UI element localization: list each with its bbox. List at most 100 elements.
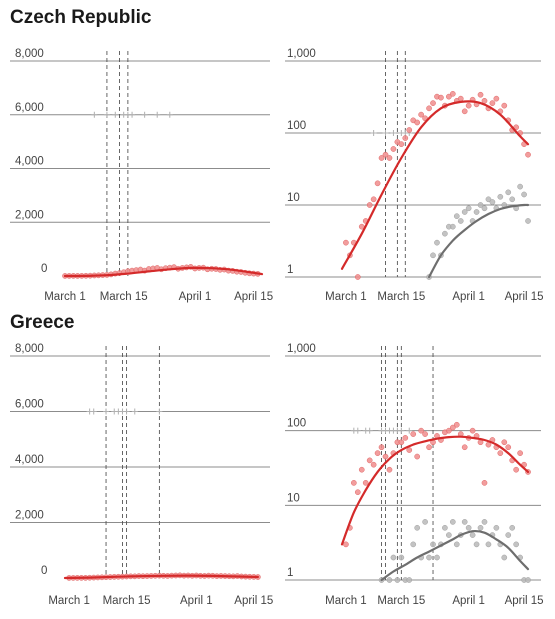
- death-point: [481, 519, 488, 525]
- x-tick-label: March 1: [44, 291, 86, 303]
- case-point: [481, 480, 488, 486]
- x-tick-label: March 1: [325, 595, 367, 607]
- y-tick-label: 0: [41, 565, 47, 577]
- death-point: [525, 577, 531, 583]
- x-tick-label: April 1: [180, 595, 213, 607]
- case-point: [469, 427, 476, 434]
- death-point: [505, 532, 512, 538]
- case-point: [382, 151, 389, 158]
- cases-trend-line: [340, 100, 530, 270]
- death-point: [497, 193, 504, 200]
- case-point: [366, 202, 373, 208]
- case-point: [374, 180, 381, 187]
- x-tick-label: April 15: [505, 595, 544, 607]
- x-tick-label: April 15: [505, 291, 544, 303]
- case-point: [402, 135, 409, 141]
- death-point: [398, 554, 405, 561]
- case-point: [350, 480, 357, 486]
- death-point: [461, 209, 468, 215]
- case-point: [513, 466, 520, 473]
- case-point: [362, 480, 369, 486]
- death-point: [453, 213, 460, 220]
- death-point: [426, 554, 432, 561]
- death-point: [449, 223, 456, 230]
- case-point: [481, 97, 488, 104]
- y-tick-label: 10: [287, 192, 300, 204]
- y-tick-label: 6,000: [15, 102, 44, 114]
- x-tick-label: March 15: [377, 595, 425, 607]
- death-point: [394, 577, 401, 583]
- y-tick-label: 1: [287, 264, 293, 276]
- case-point: [489, 100, 496, 106]
- cases-trend-line: [340, 435, 530, 546]
- case-point: [386, 155, 393, 161]
- death-point: [469, 532, 476, 538]
- country-title-czech-republic: Czech Republic: [10, 7, 152, 28]
- death-point: [434, 239, 440, 246]
- case-point: [477, 91, 484, 98]
- death-point: [473, 209, 480, 215]
- case-point: [453, 421, 460, 428]
- death-point: [501, 554, 508, 561]
- case-point: [449, 90, 456, 97]
- case-point: [501, 439, 508, 446]
- x-tick-label: April 1: [452, 291, 485, 303]
- case-point: [418, 111, 424, 118]
- y-tick-label: 100: [287, 418, 306, 430]
- cases-trend-line: [63, 266, 264, 278]
- case-point: [449, 424, 456, 431]
- death-point: [517, 183, 523, 190]
- case-point: [461, 108, 468, 115]
- case-point: [410, 431, 417, 437]
- y-tick-label: 4,000: [15, 454, 44, 466]
- cases-trend-line: [63, 574, 259, 580]
- death-point: [442, 230, 448, 237]
- case-point: [505, 444, 512, 451]
- x-tick-label: March 15: [377, 291, 425, 303]
- death-point: [489, 199, 496, 205]
- case-point: [497, 450, 504, 456]
- deaths-trend-line: [428, 203, 530, 279]
- deaths-trend-line: [380, 529, 530, 582]
- death-point: [509, 524, 516, 531]
- case-point: [501, 102, 508, 109]
- case-point: [414, 453, 421, 460]
- case-point: [446, 93, 452, 100]
- case-point: [402, 435, 409, 441]
- death-point: [453, 541, 460, 548]
- death-point: [481, 205, 488, 212]
- death-point: [461, 519, 468, 525]
- death-point: [505, 189, 512, 196]
- case-point: [343, 541, 349, 548]
- case-point: [358, 466, 365, 473]
- y-tick-label: 10: [287, 492, 300, 504]
- x-tick-label: March 15: [100, 291, 148, 303]
- y-tick-label: 1,000: [287, 48, 316, 60]
- death-point: [442, 524, 448, 531]
- death-point: [410, 541, 417, 548]
- case-point: [414, 119, 421, 126]
- case-point: [465, 102, 472, 109]
- death-point: [430, 252, 436, 259]
- death-point: [509, 196, 516, 203]
- death-point: [513, 541, 520, 548]
- case-point: [370, 461, 377, 468]
- x-tick-label: March 1: [325, 291, 367, 303]
- y-tick-label: 2,000: [15, 510, 44, 522]
- death-point: [521, 191, 527, 198]
- y-tick-label: 0: [41, 263, 47, 275]
- x-tick-label: April 15: [234, 291, 273, 303]
- case-point: [517, 450, 523, 456]
- case-point: [446, 427, 452, 434]
- case-point: [382, 453, 389, 460]
- case-point: [418, 427, 424, 434]
- death-point: [477, 524, 484, 531]
- case-point: [378, 444, 385, 451]
- case-point: [461, 444, 468, 451]
- case-point: [438, 94, 444, 101]
- y-tick-label: 1,000: [287, 343, 316, 355]
- death-point: [434, 554, 440, 561]
- case-point: [398, 439, 405, 446]
